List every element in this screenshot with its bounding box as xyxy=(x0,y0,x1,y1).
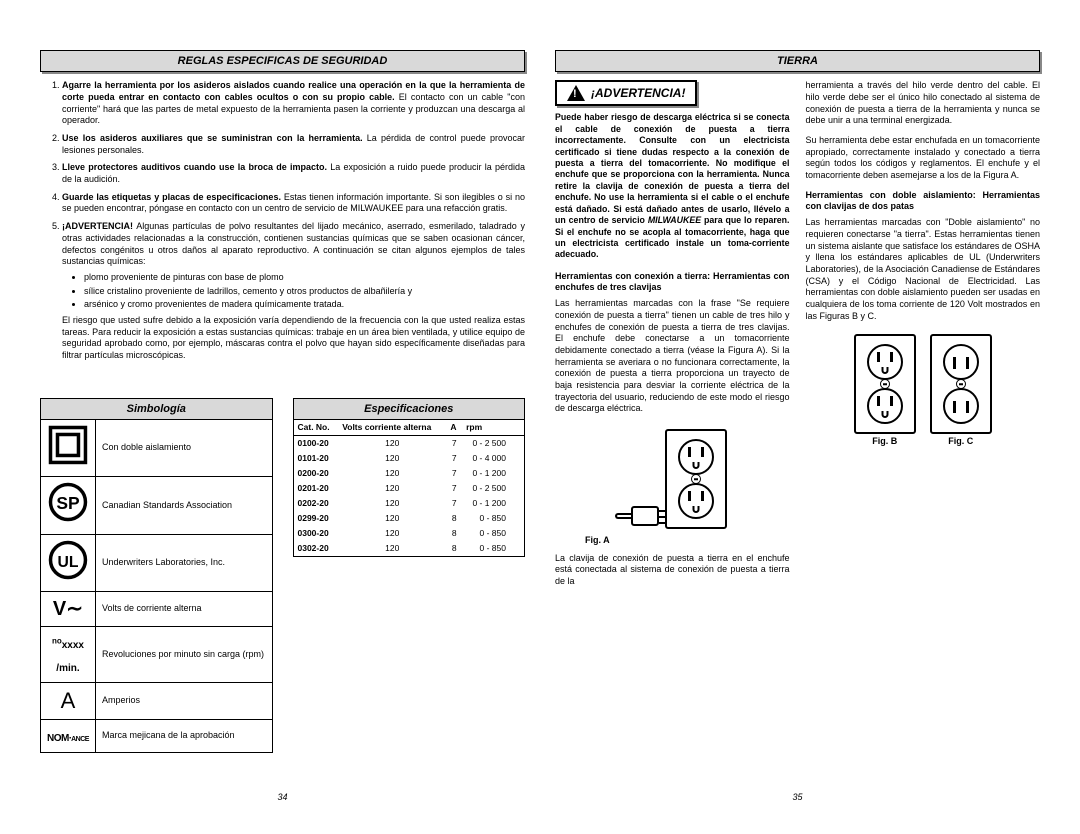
rule-subitem: sílice cristalino proveniente de ladrill… xyxy=(84,286,525,298)
symbology-header: Simbología xyxy=(40,398,273,419)
col-rpm: rpm xyxy=(462,420,524,436)
rule-subitem: arsénico y cromo provenientes de madera … xyxy=(84,299,525,311)
figure-b: Fig. B xyxy=(854,334,916,448)
symbol-text: Revoluciones por minuto sin carga (rpm) xyxy=(95,627,272,683)
sub1-head: Herramientas con conexión a tierra: Herr… xyxy=(555,271,790,294)
table-row: 0200-2012070 - 1 200 xyxy=(293,466,525,481)
table-row: SP Canadian Standards Association xyxy=(41,477,273,534)
right-col-1: ¡ADVERTENCIA! Puede haber riesgo de desc… xyxy=(555,80,790,776)
svg-text:SP: SP xyxy=(56,493,80,513)
table-row: A Amperios xyxy=(41,682,273,720)
col-volts: Volts corriente alterna xyxy=(338,420,446,436)
rules-list: Agarre la herramienta por los asideros a… xyxy=(40,80,525,367)
table-row: V∼ Volts de corriente alterna xyxy=(41,592,273,627)
plug-icon xyxy=(617,503,659,529)
vac-icon: V∼ xyxy=(41,592,96,627)
rule-after-text: El riesgo que usted sufre debido a la ex… xyxy=(62,315,525,362)
table-row: 0300-2012080 - 850 xyxy=(293,526,525,541)
col-cat: Cat. No. xyxy=(293,420,338,436)
sub1-continuation: La clavija de conexión de puesta a tierr… xyxy=(555,553,790,588)
figure-c: Fig. C xyxy=(930,334,992,448)
rule-sublist: plomo proveniente de pinturas con base d… xyxy=(62,272,525,311)
outlet-c-icon xyxy=(930,334,992,434)
page-left: REGLAS ESPECIFICAS DE SEGURIDAD Agarre l… xyxy=(40,50,525,804)
symbol-text: Canadian Standards Association xyxy=(95,477,272,534)
tierra-header: TIERRA xyxy=(555,50,1040,72)
table-row: NOM∙ANCE Marca mejicana de la aprobación xyxy=(41,720,273,752)
table-row: 0299-2012080 - 850 xyxy=(293,511,525,526)
rule-item: Agarre la herramienta por los asideros a… xyxy=(62,80,525,127)
sub1-body: Las herramientas marcadas con la frase "… xyxy=(555,298,790,415)
rpm-icon: noxxxx /min. xyxy=(41,627,96,683)
symbol-text: Con doble aislamiento xyxy=(95,420,272,477)
sub2-body: Las herramientas marcadas con "Doble ais… xyxy=(806,217,1041,322)
outlet-b-icon xyxy=(854,334,916,434)
ul-icon: UL xyxy=(41,534,96,591)
spec-table-wrap: Especificaciones Cat. No. Volts corrient… xyxy=(293,398,526,753)
figB-caption: Fig. B xyxy=(854,436,916,448)
symbol-text: Underwriters Laboratories, Inc. xyxy=(95,534,272,591)
figures-bc: Fig. B Fig. C xyxy=(806,334,1041,448)
warning-triangle-icon xyxy=(567,85,585,101)
table-row: noxxxx /min. Revoluciones por minuto sin… xyxy=(41,627,273,683)
figA-caption: Fig. A xyxy=(585,535,790,547)
page-number: 35 xyxy=(555,776,1040,804)
symbol-text: Marca mejicana de la aprobación xyxy=(95,720,272,752)
table-row: UL Underwriters Laboratories, Inc. xyxy=(41,534,273,591)
spec-tbody: 0100-2012070 - 2 500 0101-2012070 - 4 00… xyxy=(293,436,525,557)
nom-icon: NOM∙ANCE xyxy=(41,720,96,752)
col-amps: A xyxy=(446,420,462,436)
table-row: 0100-2012070 - 2 500 xyxy=(293,436,525,452)
rule-subitem: plomo proveniente de pinturas con base d… xyxy=(84,272,525,284)
table-row: 0202-2012070 - 1 200 xyxy=(293,496,525,511)
table-row: 0101-2012070 - 4 000 xyxy=(293,451,525,466)
table-row: Con doble aislamiento xyxy=(41,420,273,477)
page-number: 34 xyxy=(40,776,525,804)
col2-top: herramienta a través del hilo verde dent… xyxy=(806,80,1041,127)
figure-a xyxy=(555,429,790,529)
page-right: TIERRA ¡ADVERTENCIA! Puede haber riesgo … xyxy=(555,50,1040,804)
symbol-text: Volts de corriente alterna xyxy=(95,592,272,627)
amps-icon: A xyxy=(41,682,96,720)
symbology-table: Con doble aislamiento SP Canadian Standa… xyxy=(40,419,273,753)
warning-box: ¡ADVERTENCIA! xyxy=(555,80,697,106)
sub2-head: Herramientas con doble aislamiento: Herr… xyxy=(806,190,1041,213)
table-row: 0201-2012070 - 2 500 xyxy=(293,481,525,496)
double-insulated-icon xyxy=(41,420,96,477)
table-row: 0302-2012080 - 850 xyxy=(293,541,525,557)
csa-icon: SP xyxy=(41,477,96,534)
symbology-table-wrap: Simbología Con doble aislamiento SP Cana… xyxy=(40,398,273,753)
outlet-icon xyxy=(665,429,727,529)
svg-text:UL: UL xyxy=(57,554,78,571)
rule-item: Guarde las etiquetas y placas de especif… xyxy=(62,192,525,215)
warning-text: Puede haber riesgo de descarga eléctrica… xyxy=(555,112,790,260)
symbol-text: Amperios xyxy=(95,682,272,720)
col2-body: Su herramienta debe estar enchufada en u… xyxy=(806,135,1041,182)
rules-header: REGLAS ESPECIFICAS DE SEGURIDAD xyxy=(40,50,525,72)
spec-header: Especificaciones xyxy=(293,398,526,419)
rule-item: Use los asideros auxiliares que se sumin… xyxy=(62,133,525,156)
rule-item: Lleve protectores auditivos cuando use l… xyxy=(62,162,525,185)
warning-label: ¡ADVERTENCIA! xyxy=(591,86,685,102)
bottom-tables: Simbología Con doble aislamiento SP Cana… xyxy=(40,398,525,753)
rule-item: ¡ADVERTENCIA! Algunas partículas de polv… xyxy=(62,221,525,362)
figC-caption: Fig. C xyxy=(930,436,992,448)
right-col-2: herramienta a través del hilo verde dent… xyxy=(806,80,1041,776)
spec-table: Cat. No. Volts corriente alterna A rpm 0… xyxy=(293,419,526,557)
table-head-row: Cat. No. Volts corriente alterna A rpm xyxy=(293,420,525,436)
